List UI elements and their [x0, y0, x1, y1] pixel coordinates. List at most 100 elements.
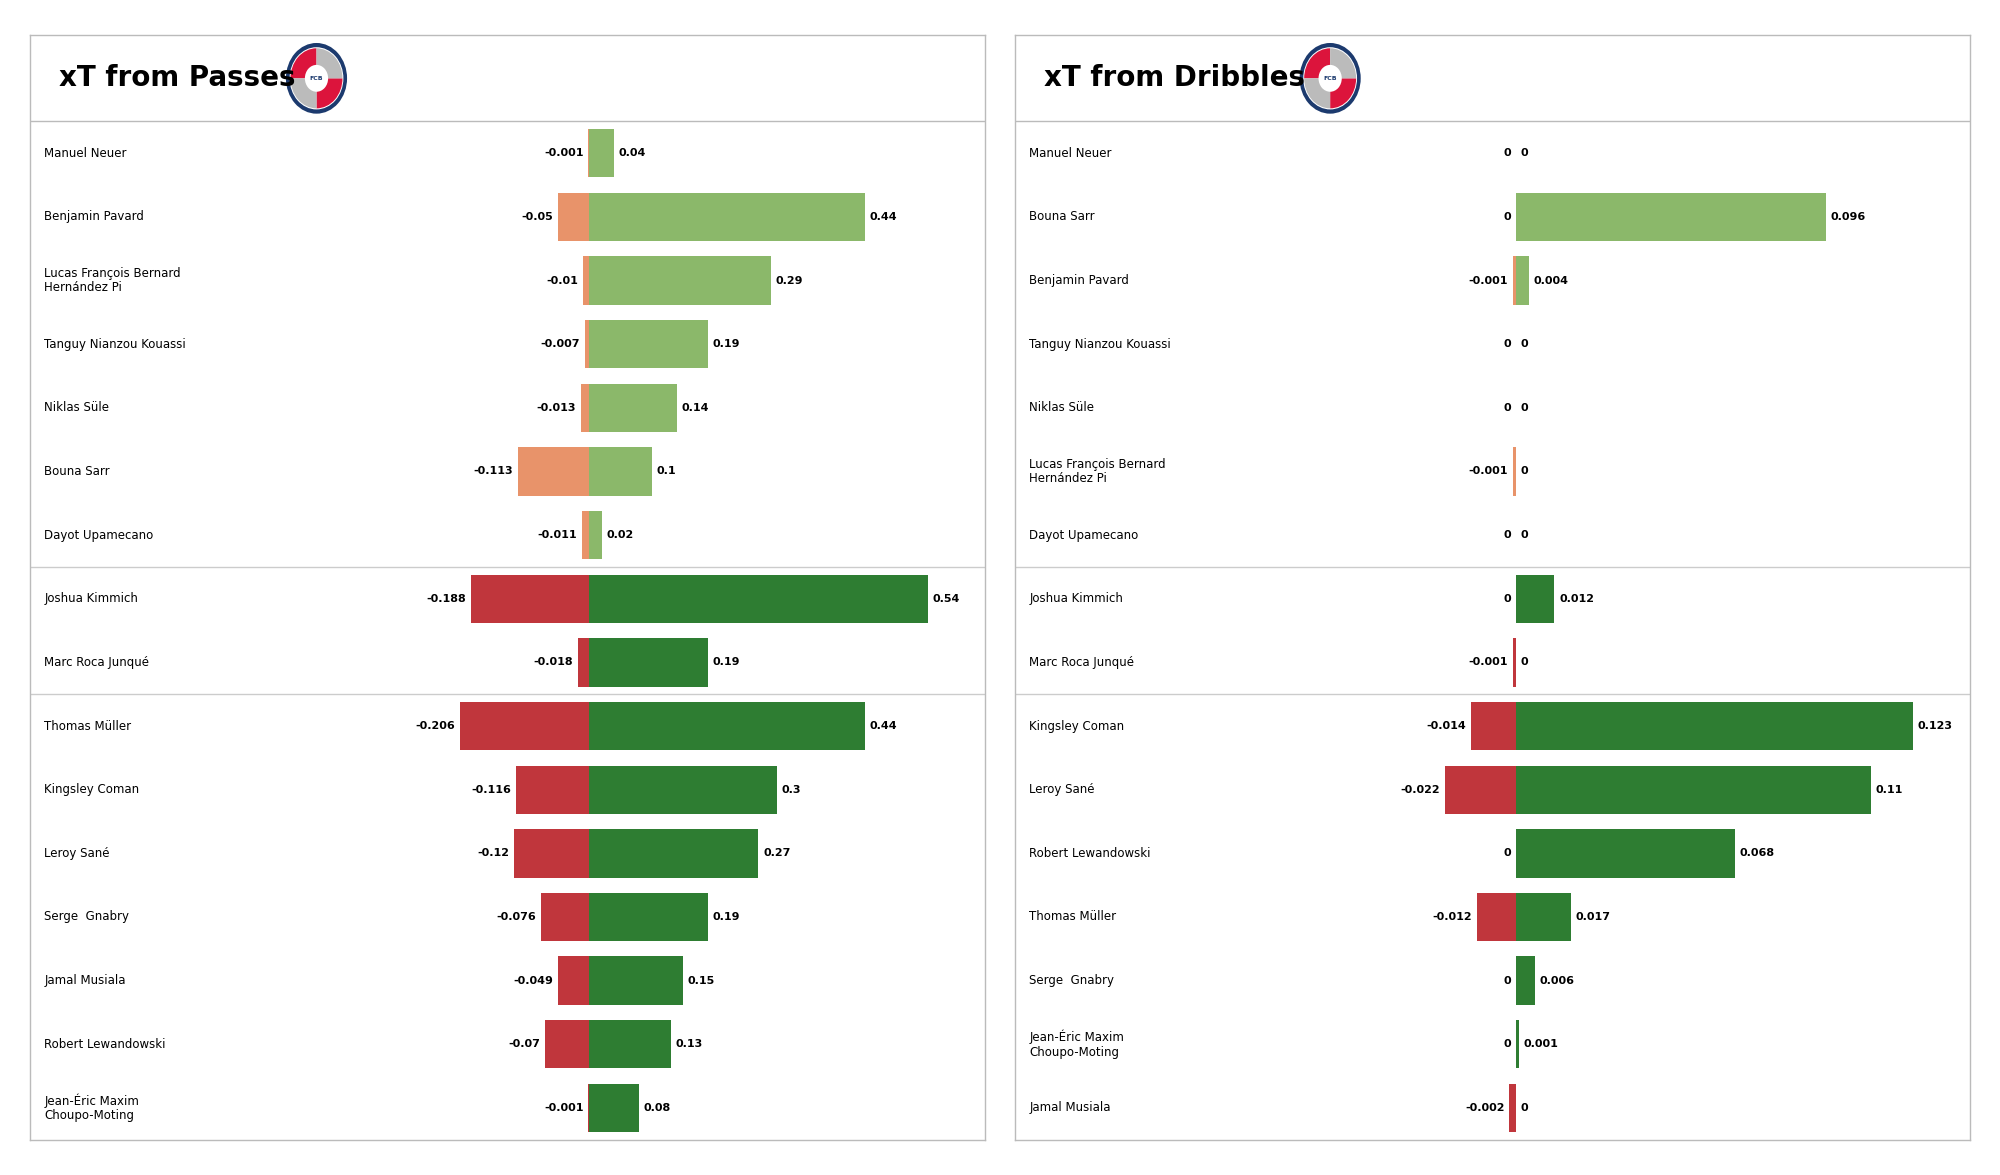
Text: Dayot Upamecano: Dayot Upamecano [44, 529, 154, 542]
Bar [588, 129, 614, 177]
Bar [1478, 893, 1516, 941]
Circle shape [290, 47, 344, 109]
Text: -0.116: -0.116 [472, 785, 512, 794]
Bar [588, 1020, 670, 1068]
Text: 0.006: 0.006 [1540, 975, 1574, 986]
Text: Bouna Sarr: Bouna Sarr [1030, 210, 1094, 223]
Bar [582, 256, 588, 304]
Text: 0.19: 0.19 [712, 657, 740, 667]
Bar [588, 830, 758, 878]
Text: 0.001: 0.001 [1524, 1039, 1558, 1049]
Bar [1516, 956, 1536, 1005]
Text: 0: 0 [1504, 1039, 1510, 1049]
Bar [1516, 575, 1554, 623]
Wedge shape [1304, 79, 1330, 108]
Text: Jean-Éric Maxim
Choupo-Moting: Jean-Éric Maxim Choupo-Moting [1030, 1029, 1124, 1059]
Text: -0.07: -0.07 [508, 1039, 540, 1049]
Text: 0.3: 0.3 [782, 785, 802, 794]
Text: Manuel Neuer: Manuel Neuer [44, 147, 126, 160]
Wedge shape [290, 48, 316, 79]
Text: Jamal Musiala: Jamal Musiala [44, 974, 126, 987]
Bar [1516, 256, 1528, 304]
Text: 0: 0 [1504, 848, 1510, 859]
Text: -0.001: -0.001 [544, 148, 584, 159]
Circle shape [304, 65, 328, 92]
Text: -0.001: -0.001 [1468, 275, 1508, 286]
Bar [518, 448, 588, 496]
Text: -0.011: -0.011 [538, 530, 578, 541]
Bar [514, 830, 588, 878]
Text: 0: 0 [1504, 403, 1510, 412]
Bar [588, 956, 684, 1005]
Wedge shape [290, 79, 316, 108]
Text: 0: 0 [1520, 466, 1528, 476]
Bar [1516, 1020, 1518, 1068]
Text: 0: 0 [1504, 340, 1510, 349]
Text: 0.04: 0.04 [618, 148, 646, 159]
Text: Tanguy Nianzou Kouassi: Tanguy Nianzou Kouassi [44, 337, 186, 350]
Text: 0: 0 [1520, 1103, 1528, 1113]
Text: -0.05: -0.05 [522, 212, 552, 222]
Text: Dayot Upamecano: Dayot Upamecano [1030, 529, 1138, 542]
Text: Serge  Gnabry: Serge Gnabry [1030, 974, 1114, 987]
Text: -0.113: -0.113 [474, 466, 514, 476]
Bar [588, 638, 708, 686]
Text: FCB: FCB [310, 76, 324, 81]
Bar [1512, 256, 1516, 304]
Bar [588, 893, 708, 941]
Wedge shape [1330, 48, 1356, 79]
Text: 0.017: 0.017 [1576, 912, 1610, 922]
Text: 0: 0 [1520, 403, 1528, 412]
Text: Kingsley Coman: Kingsley Coman [44, 784, 140, 797]
Bar [588, 701, 864, 750]
Text: 0.1: 0.1 [656, 466, 676, 476]
Bar [588, 511, 602, 559]
Bar [588, 193, 864, 241]
Text: 0: 0 [1504, 212, 1510, 222]
Circle shape [1300, 43, 1360, 114]
Bar [1470, 701, 1516, 750]
Text: Benjamin Pavard: Benjamin Pavard [44, 210, 144, 223]
Bar [558, 956, 588, 1005]
Circle shape [1318, 65, 1342, 92]
Text: -0.188: -0.188 [426, 593, 466, 604]
Bar [588, 320, 708, 368]
Circle shape [286, 43, 348, 114]
Text: -0.01: -0.01 [546, 275, 578, 286]
Text: -0.12: -0.12 [476, 848, 508, 859]
Text: Lucas François Bernard
Hernández Pi: Lucas François Bernard Hernández Pi [1030, 458, 1166, 485]
Text: -0.076: -0.076 [496, 912, 536, 922]
Text: Thomas Müller: Thomas Müller [44, 719, 132, 732]
Text: -0.049: -0.049 [514, 975, 554, 986]
Bar [472, 575, 588, 623]
Bar [588, 448, 652, 496]
Text: Leroy Sané: Leroy Sané [44, 847, 110, 860]
Bar [542, 893, 588, 941]
Bar [588, 383, 676, 432]
Bar [1510, 1083, 1516, 1132]
Bar [460, 701, 588, 750]
Text: 0.29: 0.29 [776, 275, 804, 286]
Text: -0.001: -0.001 [1468, 657, 1508, 667]
Text: Jamal Musiala: Jamal Musiala [1030, 1101, 1110, 1114]
Bar [1512, 638, 1516, 686]
Bar [1516, 193, 1826, 241]
Text: Marc Roca Junqué: Marc Roca Junqué [44, 656, 150, 669]
Text: 0: 0 [1520, 657, 1528, 667]
Wedge shape [1330, 79, 1356, 108]
Bar [1444, 765, 1516, 814]
Text: -0.002: -0.002 [1466, 1103, 1504, 1113]
Bar [578, 638, 588, 686]
Text: 0.08: 0.08 [644, 1103, 672, 1113]
Text: Manuel Neuer: Manuel Neuer [1030, 147, 1112, 160]
Text: 0.44: 0.44 [870, 212, 898, 222]
Text: Serge  Gnabry: Serge Gnabry [44, 911, 130, 924]
Text: 0.19: 0.19 [712, 340, 740, 349]
Text: Robert Lewandowski: Robert Lewandowski [44, 1038, 166, 1050]
Text: -0.018: -0.018 [534, 657, 572, 667]
Text: Robert Lewandowski: Robert Lewandowski [1030, 847, 1150, 860]
Text: 0: 0 [1520, 148, 1528, 159]
Text: 0.11: 0.11 [1876, 785, 1902, 794]
Text: 0: 0 [1520, 340, 1528, 349]
Bar [588, 765, 778, 814]
